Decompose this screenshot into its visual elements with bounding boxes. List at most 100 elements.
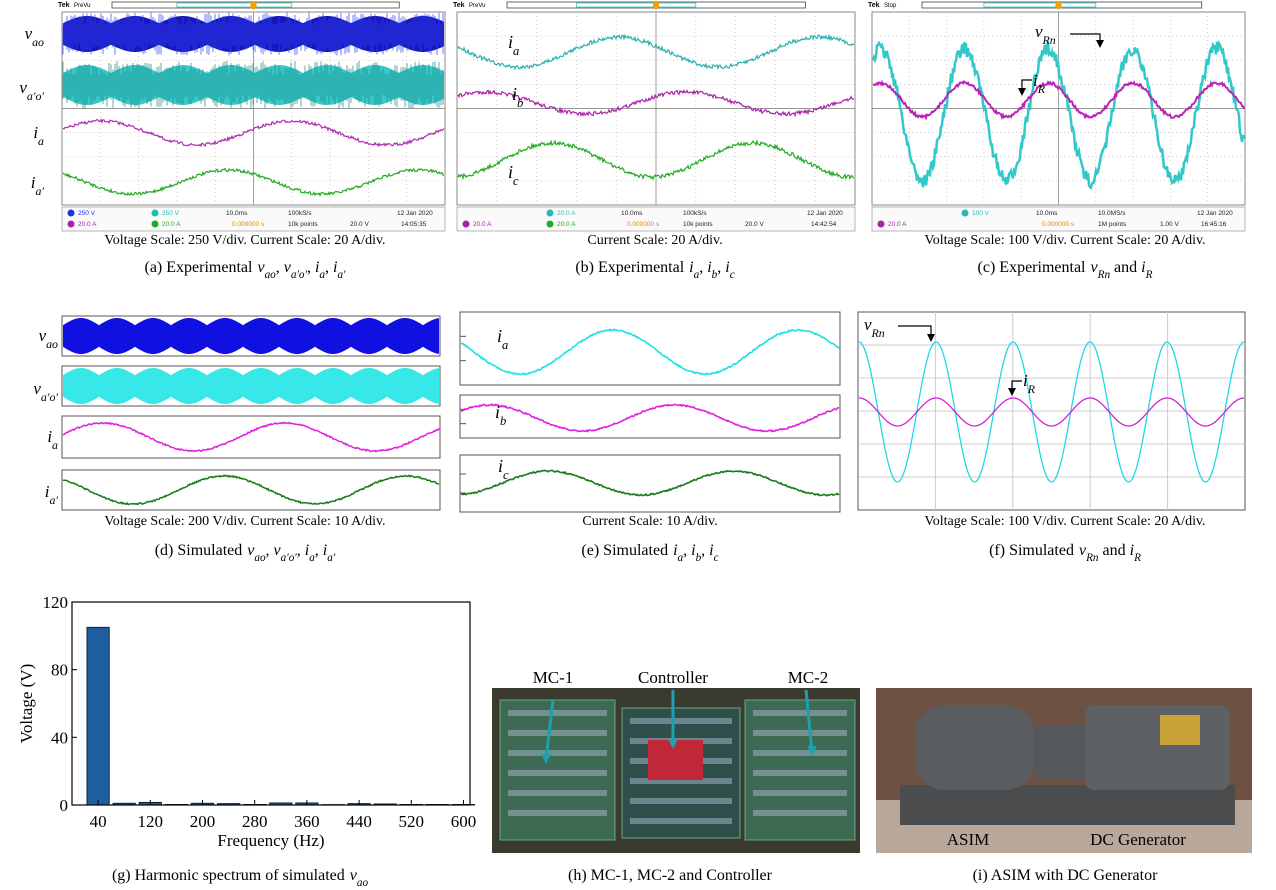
caption-joiner: , [266, 542, 274, 559]
readout-clock: 14:05:35 [401, 221, 427, 228]
board-component [508, 750, 607, 756]
math-subscript: b [517, 96, 523, 110]
readout-date: 12 Jan 2020 [807, 210, 843, 217]
y-axis-label: Voltage (V) [17, 664, 36, 743]
board-component [753, 710, 847, 716]
trace-label: va′o′ [19, 78, 44, 103]
math-subscript: c [714, 552, 719, 564]
caption: (f) SimulatedvRn and iR [989, 542, 1141, 564]
math-subscript: R [1133, 552, 1141, 564]
caption-joiner: , [683, 542, 691, 559]
math-subscript: R [1037, 82, 1046, 96]
trace-label: ia [33, 123, 44, 148]
plot-frame [62, 416, 440, 458]
math-subscript: Rn [871, 326, 885, 340]
readout-rate: 10.0MS/s [1098, 210, 1126, 217]
board-component [630, 718, 732, 724]
board-component [753, 730, 847, 736]
scale-text: Voltage Scale: 100 V/div. Current Scale:… [924, 233, 1205, 248]
trigger-marker [1056, 1, 1062, 10]
readout-ch4: 20.0 A [162, 221, 181, 228]
math-subscript: c [513, 174, 519, 188]
trace-label: ia′ [45, 482, 59, 507]
math-subscript: ao [254, 552, 266, 564]
x-tick-label: 120 [138, 812, 164, 831]
scale-text: Current Scale: 10 A/div. [582, 514, 717, 529]
caption-text: (h) MC-1, MC-2 and Controller [568, 867, 773, 884]
scale-text: Current Scale: 20 A/div. [587, 233, 722, 248]
readout-points: 1M points [1098, 221, 1127, 228]
math-subscript: a′ [337, 269, 346, 281]
scope-brand: Tek [453, 2, 465, 9]
readout-trig: 0.000000 s [627, 221, 660, 228]
math-subscript: a [513, 44, 519, 58]
caption: (g) Harmonic spectrum of simulatedvao [112, 867, 369, 889]
caption-joiner: , [315, 542, 323, 559]
trace-label: vao [39, 326, 58, 351]
readout-points: 10k points [288, 221, 318, 228]
scope-mode: PreVu [469, 3, 485, 9]
readout-ch2: 20.0 A [557, 210, 576, 217]
y-tick-label: 120 [43, 593, 69, 612]
board-component [753, 790, 847, 796]
motor-body [915, 705, 1035, 790]
channel-badge [463, 221, 470, 228]
channel-badge [547, 210, 554, 217]
scope-mode: Stop [884, 3, 897, 9]
readout-clock: 14:42:54 [811, 221, 837, 228]
x-tick-label: 360 [294, 812, 320, 831]
caption-joiner: , [297, 542, 305, 559]
scope-brand: Tek [868, 2, 880, 9]
scope-topbar-window [984, 3, 1096, 7]
readout-trig-level: 20.0 V [745, 221, 764, 228]
caption-joiner: , [307, 259, 315, 276]
x-tick-label: 600 [451, 812, 477, 831]
readout-time: 10.0ms [621, 210, 643, 217]
caption-joiner: and [1110, 259, 1141, 276]
terminal-box [1160, 715, 1200, 745]
board-component [508, 770, 607, 776]
readout-ch1: 250 V [78, 210, 96, 217]
trace-vaopo [63, 368, 439, 404]
math-subscript: a′ [327, 552, 336, 564]
x-tick-label: 280 [242, 812, 268, 831]
math-subscript: a′ [49, 493, 58, 507]
caption-text: (i) ASIM with DC Generator [973, 867, 1159, 884]
annotation-label: ASIM [947, 830, 990, 849]
machine-base [900, 785, 1235, 825]
scope-mode: PreVu [74, 3, 90, 9]
caption: (i) ASIM with DC Generator [973, 867, 1159, 884]
readout-ch3: 20.0 A [473, 221, 492, 228]
scale-text: Voltage Scale: 250 V/div. Current Scale:… [104, 233, 385, 248]
board-component [753, 770, 847, 776]
plot-frame [72, 602, 470, 805]
math-subscript: a′o′ [291, 269, 308, 281]
trace-label: va′o′ [33, 379, 58, 404]
board-component [753, 810, 847, 816]
caption: (h) MC-1, MC-2 and Controller [568, 867, 773, 884]
scale-text: Voltage Scale: 200 V/div. Current Scale:… [104, 514, 385, 529]
caption-joiner: , [276, 259, 284, 276]
readout-clock: 16:45:16 [1201, 221, 1227, 228]
board-component [508, 710, 607, 716]
math-subscript: a′o′ [41, 390, 58, 404]
board-component [508, 730, 607, 736]
board-component [508, 790, 607, 796]
math-subscript: a [52, 438, 58, 452]
math-subscript: c [730, 269, 735, 281]
math-subscript: ao [265, 269, 277, 281]
caption-joiner: and [1099, 542, 1130, 559]
board-component [753, 750, 847, 756]
readout-trig-level: 1.00 V [1160, 221, 1179, 228]
caption-text: (f) Simulated [989, 542, 1074, 559]
readout-ch3: 20.0 A [78, 221, 97, 228]
channel-badge [547, 221, 554, 228]
board-component [630, 818, 732, 824]
caption: (d) Simulatedvao, va′o′, ia, ia′ [155, 542, 336, 564]
trace-vao [63, 318, 439, 354]
x-axis-label: Frequency (Hz) [217, 831, 324, 850]
readout-ch4: 20.0 A [557, 221, 576, 228]
